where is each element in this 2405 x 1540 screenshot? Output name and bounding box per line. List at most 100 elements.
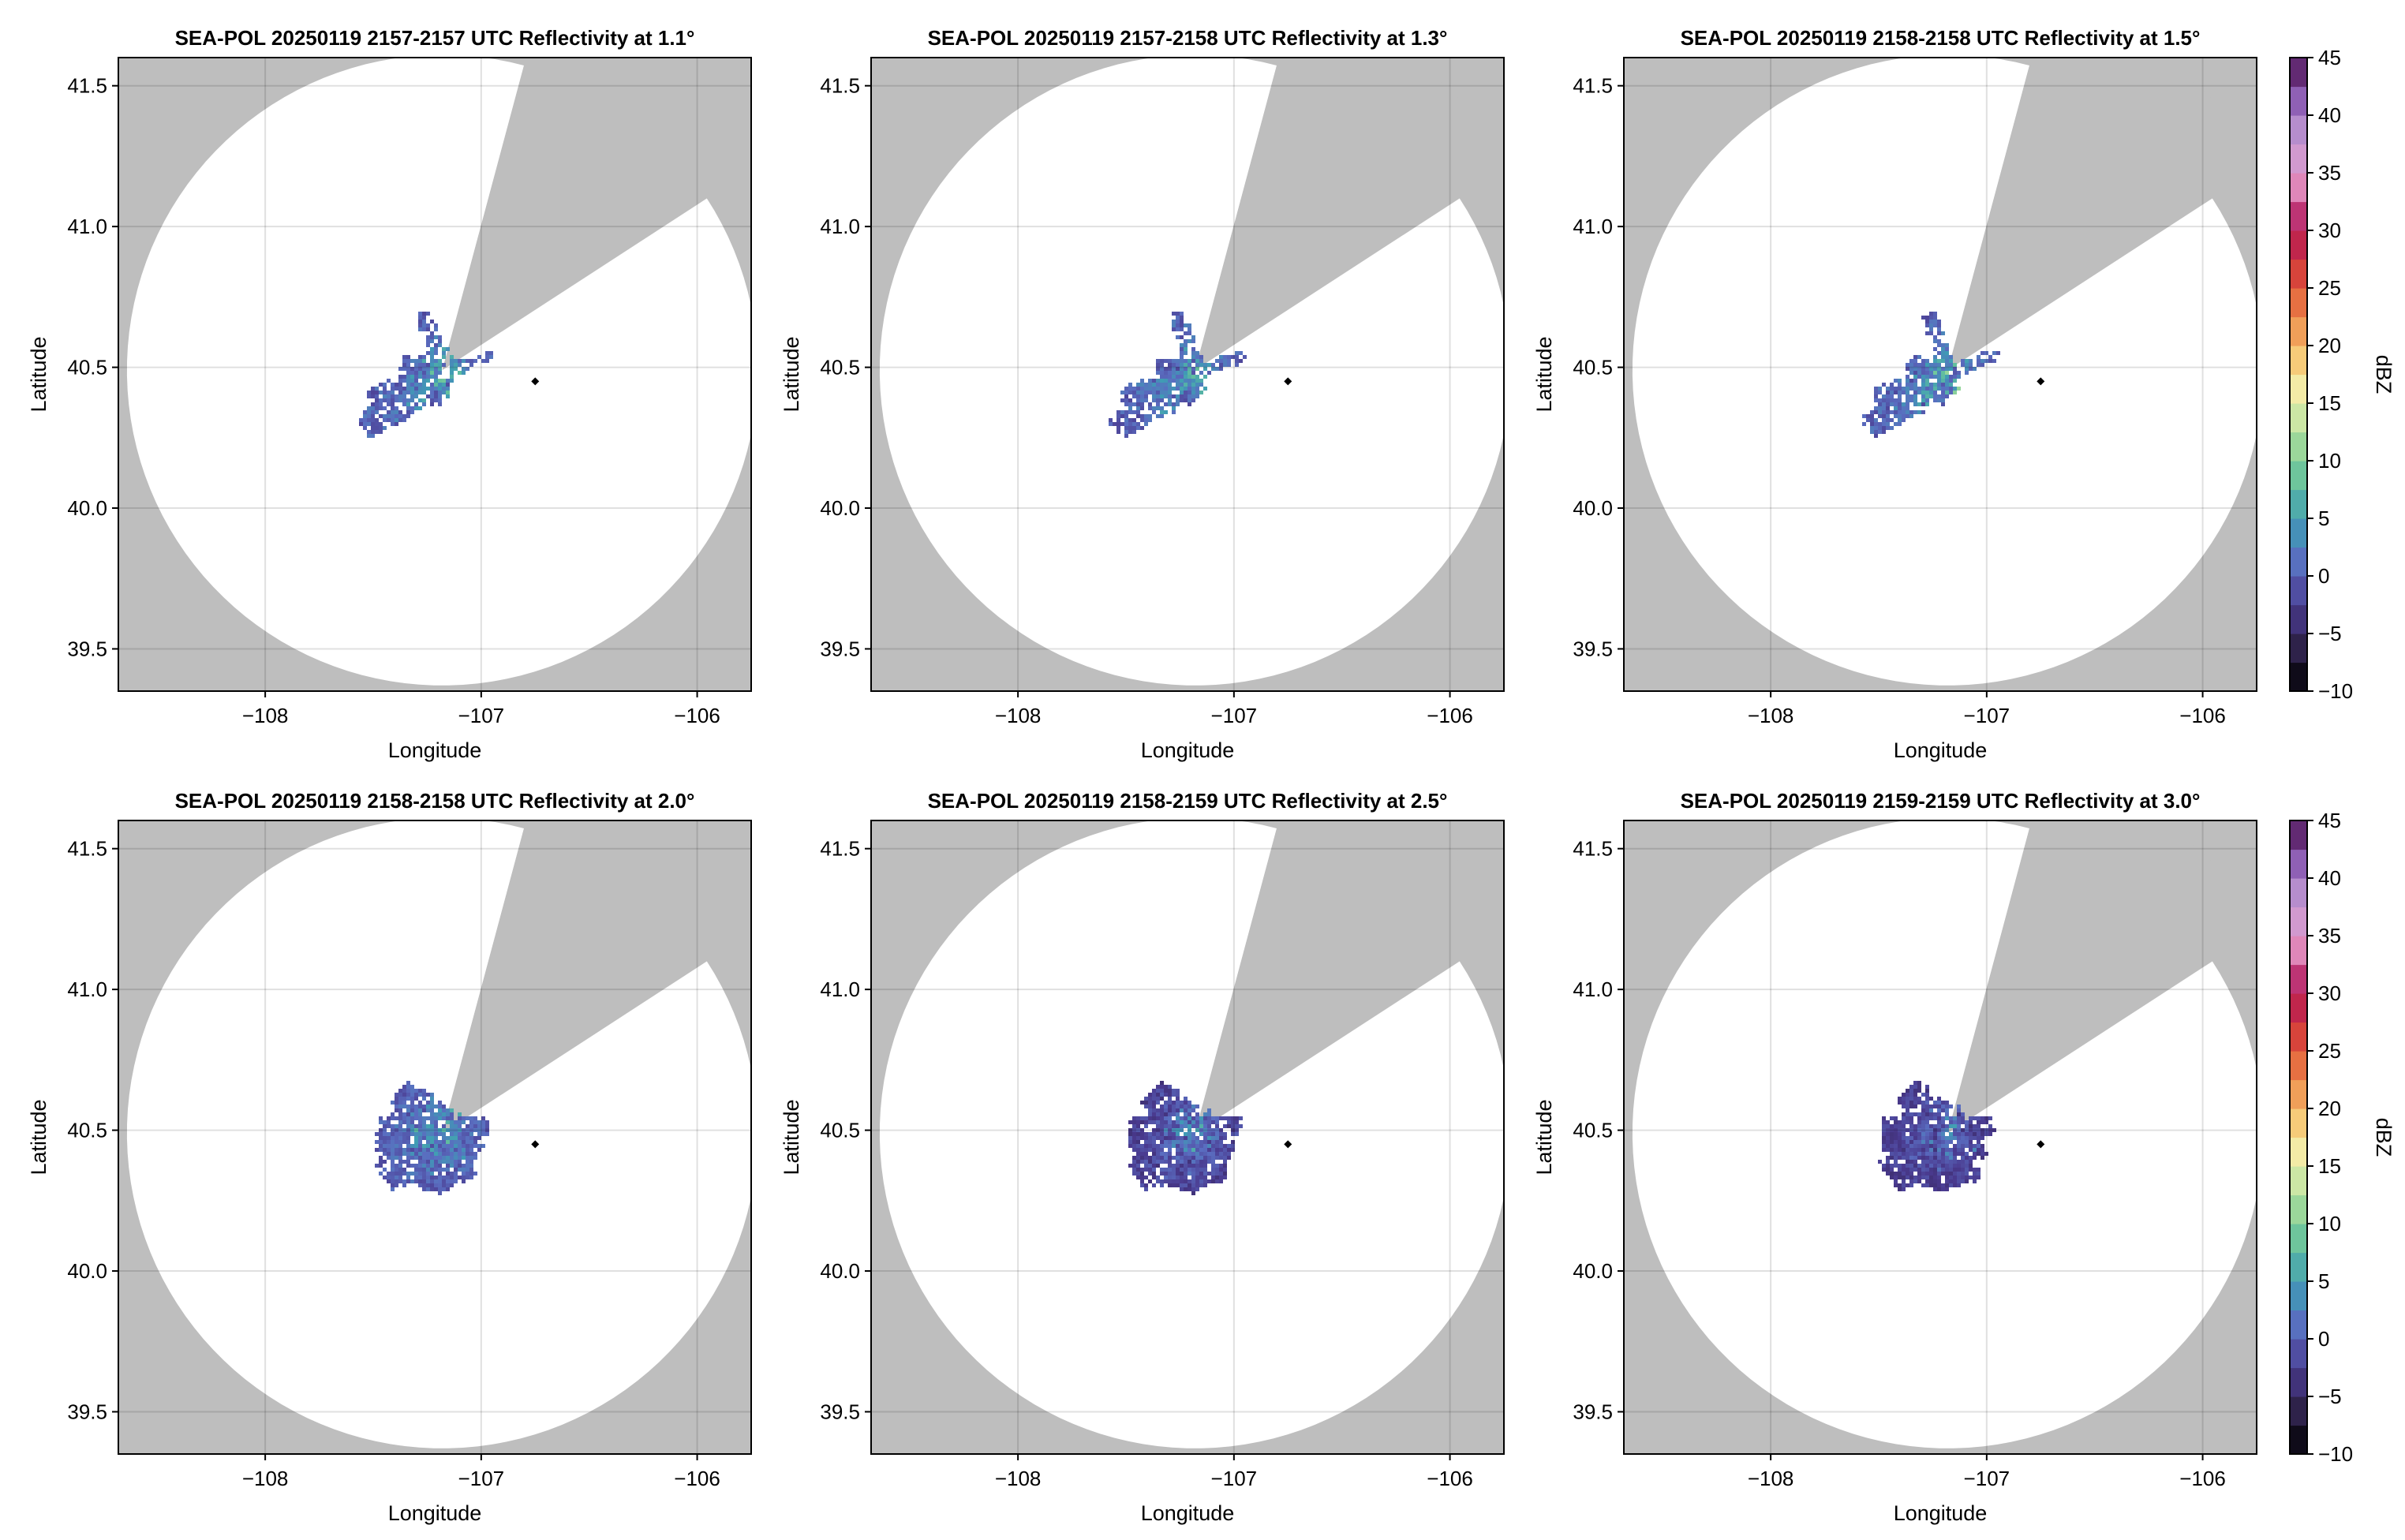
echo-pixel: [422, 1160, 426, 1164]
echo-pixel: [414, 1108, 418, 1112]
echo-pixel: [406, 375, 410, 379]
echo-pixel: [1148, 1116, 1152, 1120]
echo-pixel: [1176, 379, 1180, 383]
echo-pixel: [1180, 363, 1184, 367]
echo-pixel: [1136, 410, 1140, 414]
echo-pixel: [1136, 402, 1140, 406]
echo-pixel: [363, 418, 367, 422]
echo-pixel: [395, 1140, 398, 1144]
echo-pixel: [1937, 339, 1941, 343]
echo-pixel: [1215, 367, 1219, 371]
echo-pixel: [446, 1144, 450, 1148]
echo-pixel: [410, 1128, 414, 1132]
echo-pixel: [430, 1105, 434, 1108]
echo-pixel: [1128, 1144, 1132, 1148]
echo-pixel: [402, 1152, 406, 1156]
x-tick-label: −107: [1964, 704, 2010, 727]
echo-pixel: [422, 327, 426, 331]
echo-pixel: [406, 371, 410, 375]
echo-pixel: [1902, 1172, 1906, 1176]
x-axis-label: Longitude: [1894, 738, 1988, 762]
echo-pixel: [1203, 1148, 1207, 1152]
echo-pixel: [1894, 1176, 1898, 1179]
echo-pixel: [1203, 1132, 1207, 1136]
echo-pixel: [1116, 426, 1120, 430]
echo-pixel: [1156, 1085, 1160, 1089]
echo-pixel: [1898, 1164, 1902, 1168]
echo-pixel: [379, 402, 383, 406]
echo-pixel: [1164, 394, 1168, 398]
echo-pixel: [1203, 375, 1207, 379]
echo-pixel: [446, 1148, 450, 1152]
echo-pixel: [1184, 351, 1188, 355]
echo-pixel: [1902, 1140, 1906, 1144]
echo-pixel: [430, 1140, 434, 1144]
echo-pixel: [422, 402, 426, 406]
echo-pixel: [359, 418, 363, 422]
echo-pixel: [1937, 327, 1941, 331]
echo-pixel: [466, 1144, 469, 1148]
echo-pixel: [414, 359, 418, 363]
echo-pixel: [1215, 1152, 1219, 1156]
echo-pixel: [1152, 406, 1156, 410]
echo-pixel: [1172, 1179, 1176, 1183]
echo-pixel: [410, 1120, 414, 1124]
y-tick-label: 40.0: [67, 1259, 107, 1283]
echo-pixel: [430, 359, 434, 363]
echo-pixel: [398, 1168, 402, 1172]
echo-pixel: [1144, 1144, 1148, 1148]
echo-pixel: [450, 1172, 454, 1176]
echo-pixel: [1886, 426, 1890, 430]
echo-pixel: [1937, 359, 1941, 363]
echo-pixel: [430, 1156, 434, 1160]
echo-pixel: [1913, 1168, 1917, 1172]
echo-pixel: [1176, 327, 1180, 331]
echo-pixel: [414, 391, 418, 394]
echo-pixel: [1203, 1120, 1207, 1124]
echo-pixel: [434, 394, 438, 398]
echo-pixel: [446, 1168, 450, 1172]
y-tick-label: 40.5: [67, 1119, 107, 1142]
echo-pixel: [1172, 1108, 1176, 1112]
echo-pixel: [1180, 367, 1184, 371]
echo-pixel: [1977, 355, 1980, 359]
echo-pixel: [1933, 367, 1937, 371]
echo-pixel: [434, 379, 438, 383]
echo-pixel: [1207, 371, 1211, 375]
echo-pixel: [1874, 418, 1878, 422]
echo-pixel: [1937, 375, 1941, 379]
echo-pixel: [1878, 410, 1882, 414]
echo-pixel: [395, 422, 398, 426]
echo-pixel: [1180, 391, 1184, 394]
echo-pixel: [1906, 1128, 1909, 1132]
echo-pixel: [1906, 379, 1909, 383]
echo-pixel: [1136, 387, 1140, 391]
echo-pixel: [1168, 1116, 1172, 1120]
echo-pixel: [462, 1164, 466, 1168]
echo-pixel: [1211, 1156, 1215, 1160]
echo-pixel: [426, 1164, 430, 1168]
echo-pixel: [438, 339, 442, 343]
y-tick-label: 41.5: [67, 74, 107, 98]
echo-pixel: [1180, 371, 1184, 375]
echo-pixel: [438, 1176, 442, 1179]
echo-pixel: [1184, 347, 1188, 351]
echo-pixel: [1199, 1156, 1203, 1160]
echo-pixel: [1917, 1168, 1921, 1172]
echo-pixel: [402, 1101, 406, 1105]
echo-pixel: [1219, 1156, 1223, 1160]
echo-pixel: [1898, 414, 1902, 418]
y-axis-label: Latitude: [27, 336, 50, 412]
echo-pixel: [1168, 363, 1172, 367]
echo-pixel: [1164, 1101, 1168, 1105]
echo-pixel: [414, 387, 418, 391]
echo-pixel: [383, 406, 387, 410]
echo-pixel: [387, 379, 391, 383]
echo-pixel: [466, 1152, 469, 1156]
echo-pixel: [1223, 1176, 1227, 1179]
echo-pixel: [434, 1183, 438, 1187]
echo-pixel: [438, 387, 442, 391]
echo-pixel: [1878, 391, 1882, 394]
echo-pixel: [1152, 1156, 1156, 1160]
echo-pixel: [1878, 426, 1882, 430]
